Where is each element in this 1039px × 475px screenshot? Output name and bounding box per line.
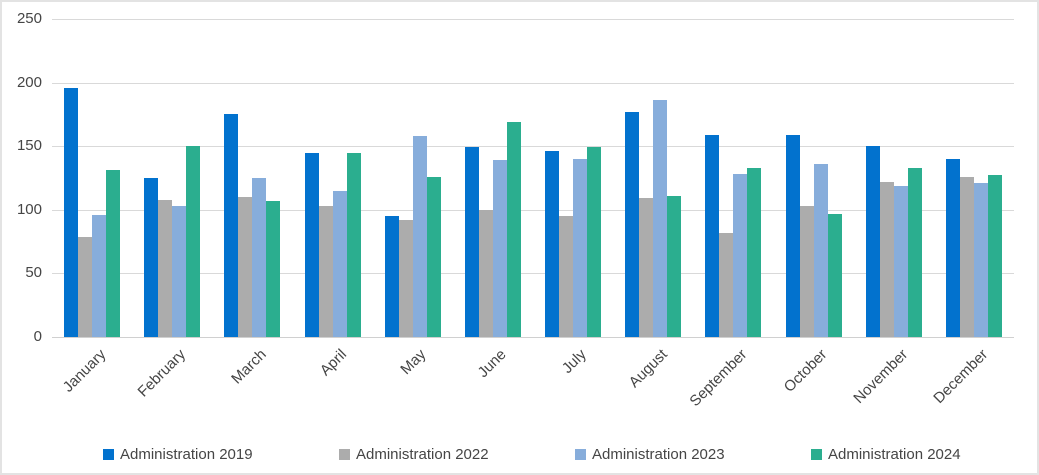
bar-june-administration-2022 [478, 209, 493, 337]
legend-swatch-icon [103, 449, 114, 460]
x-tick-label-november: November [849, 346, 911, 407]
bar-september-administration-2024 [747, 167, 762, 337]
bar-june-administration-2023 [492, 160, 507, 337]
grid-line [52, 273, 1014, 275]
x-tick-label-october: October [780, 346, 831, 396]
bar-january-administration-2023 [92, 214, 107, 337]
x-tick-label-march: March [227, 346, 270, 388]
bar-september-administration-2022 [719, 232, 734, 337]
bar-january-administration-2022 [78, 236, 93, 337]
plot-area [52, 19, 1014, 338]
x-tick-label-july: July [559, 346, 591, 377]
bar-july-administration-2022 [559, 216, 574, 337]
x-tick-label-june: June [474, 346, 510, 382]
legend-item-administration-2019: Administration 2019 [103, 446, 253, 463]
bar-may-administration-2022 [398, 219, 413, 337]
y-tick-label: 50 [25, 264, 42, 282]
bar-december-administration-2024 [987, 175, 1002, 337]
bar-may-administration-2019 [384, 216, 399, 337]
y-tick-label: 100 [16, 200, 42, 218]
y-tick-label: 250 [16, 10, 42, 27]
bar-february-administration-2023 [172, 205, 187, 337]
bar-april-administration-2019 [304, 152, 319, 337]
bar-december-administration-2023 [973, 183, 988, 337]
bar-june-administration-2024 [506, 122, 521, 337]
x-tick-label-december: December [929, 346, 991, 407]
bar-october-administration-2023 [813, 164, 828, 337]
bar-november-administration-2024 [907, 167, 922, 337]
y-tick-label: 0 [33, 328, 42, 345]
bar-march-administration-2023 [252, 178, 267, 337]
bar-july-administration-2024 [587, 147, 602, 337]
legend-label: Administration 2022 [356, 446, 489, 463]
bar-march-administration-2024 [266, 200, 281, 337]
bar-group-september [693, 19, 773, 337]
bar-january-administration-2024 [106, 170, 121, 337]
bar-november-administration-2022 [879, 181, 894, 337]
x-tick-label-september: September [686, 346, 751, 410]
x-tick-label-january: January [59, 346, 110, 396]
y-tick-label: 200 [16, 73, 42, 91]
bar-group-february [132, 19, 212, 337]
bar-april-administration-2024 [346, 152, 361, 337]
legend-label: Administration 2019 [120, 446, 253, 463]
legend-swatch-icon [811, 449, 822, 460]
bar-december-administration-2019 [945, 158, 960, 337]
legend-item-administration-2024: Administration 2024 [811, 446, 961, 463]
legend: Administration 2019 Administration 2022 Ad… [2, 446, 1037, 470]
grid-line [52, 146, 1014, 148]
x-tick-label-february: February [134, 346, 190, 401]
grid-line [52, 19, 1014, 20]
bar-april-administration-2022 [318, 205, 333, 337]
legend-item-administration-2022: Administration 2022 [339, 446, 489, 463]
legend-swatch-icon [575, 449, 586, 460]
bar-october-administration-2019 [785, 134, 800, 337]
bar-group-april [293, 19, 373, 337]
grid-line [52, 82, 1014, 84]
bar-december-administration-2022 [959, 176, 974, 337]
bar-group-july [533, 19, 613, 337]
bar-august-administration-2019 [625, 111, 640, 337]
bar-november-administration-2023 [893, 185, 908, 337]
x-tick-label-april: April [316, 346, 350, 380]
bar-march-administration-2022 [238, 197, 253, 337]
bar-may-administration-2023 [412, 136, 427, 337]
bar-october-administration-2024 [827, 213, 842, 337]
bar-may-administration-2024 [426, 176, 441, 337]
legend-label: Administration 2023 [592, 446, 725, 463]
bar-november-administration-2019 [865, 146, 880, 337]
bar-march-administration-2019 [224, 114, 239, 337]
y-tick-label: 150 [16, 137, 42, 155]
bar-april-administration-2023 [332, 190, 347, 337]
bar-august-administration-2023 [653, 100, 668, 337]
bar-group-march [212, 19, 292, 337]
x-tick-label-may: May [397, 346, 430, 379]
bar-october-administration-2022 [799, 205, 814, 337]
bar-group-january [52, 19, 132, 337]
bar-group-may [373, 19, 453, 337]
bar-june-administration-2019 [464, 147, 479, 337]
x-axis-line [52, 337, 1014, 338]
bar-august-administration-2024 [667, 195, 682, 337]
bar-february-administration-2019 [144, 178, 159, 337]
bar-august-administration-2022 [639, 198, 654, 337]
bar-february-administration-2024 [186, 146, 201, 337]
legend-item-administration-2023: Administration 2023 [575, 446, 725, 463]
bar-group-august [613, 19, 693, 337]
legend-swatch-icon [339, 449, 350, 460]
bar-january-administration-2019 [64, 87, 79, 337]
bar-july-administration-2019 [545, 151, 560, 337]
bar-july-administration-2023 [573, 158, 588, 337]
bar-group-june [453, 19, 533, 337]
bar-group-december [934, 19, 1014, 337]
legend-label: Administration 2024 [828, 446, 961, 463]
bar-group-october [774, 19, 854, 337]
bar-february-administration-2022 [158, 199, 173, 337]
bar-group-november [854, 19, 934, 337]
bar-september-administration-2023 [733, 174, 748, 337]
bar-september-administration-2019 [705, 134, 720, 337]
grid-line [52, 209, 1014, 211]
x-tick-label-august: August [625, 346, 671, 392]
